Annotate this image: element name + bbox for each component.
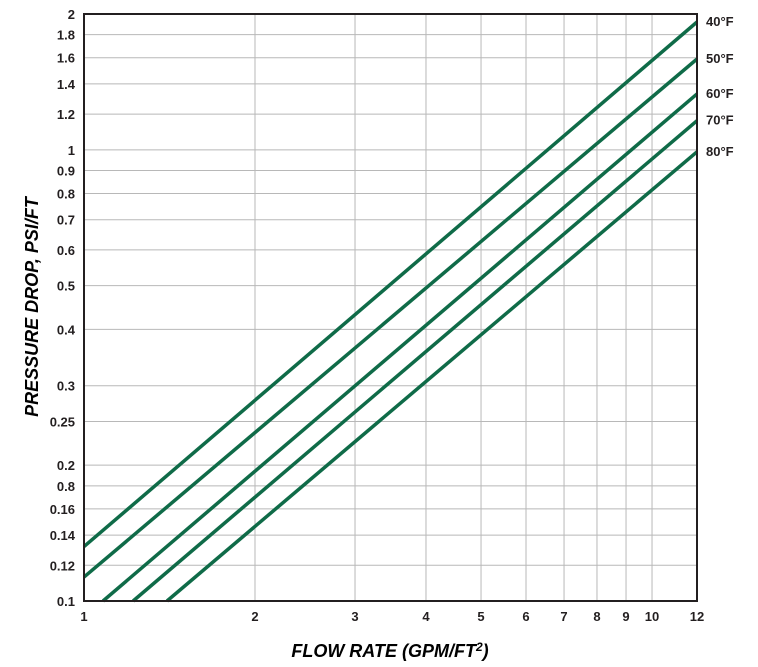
series-label: 50°F (706, 51, 734, 66)
x-tick-label: 9 (622, 609, 629, 624)
x-tick-label: 5 (477, 609, 484, 624)
y-tick-label: 0.8 (57, 187, 75, 202)
y-tick-label: 0.6 (57, 243, 75, 258)
y-tick-label: 0.9 (57, 163, 75, 178)
y-tick-label: 0.2 (57, 458, 75, 473)
y-tick-label: 0.8 (57, 479, 75, 494)
y-tick-label: 0.1 (57, 594, 75, 609)
y-tick-label: 0.7 (57, 213, 75, 228)
y-axis-ticks: 0.1 0.12 0.14 0.16 0.8 0.2 0.25 0.3 0.4 0.5 0.6 0.7… (50, 7, 76, 609)
y-tick-label: 0.12 (50, 558, 75, 573)
y-tick-label: 1.4 (57, 77, 76, 92)
series-line (101, 92, 699, 603)
y-tick-label: 1.6 (57, 51, 75, 66)
series-line (165, 150, 699, 603)
y-tick-label: 0.16 (50, 502, 75, 517)
x-tick-label: 12 (690, 609, 704, 624)
x-tick-label: 1 (80, 609, 87, 624)
x-tick-label: 8 (593, 609, 600, 624)
series-label: 70°F (706, 113, 734, 128)
y-tick-label: 0.25 (50, 414, 75, 429)
series-lines (82, 20, 699, 603)
series-label: 40°F (706, 14, 734, 29)
x-axis-title-suffix: ) (481, 641, 489, 661)
y-tick-label: 1.8 (57, 28, 75, 43)
series-labels: 40°F 50°F 60°F 70°F 80°F (706, 14, 734, 159)
x-tick-label: 7 (560, 609, 567, 624)
x-axis-title-superscript: 2 (475, 640, 483, 654)
series-line (82, 20, 699, 548)
x-axis-title-main: FLOW RATE (GPM/FT (291, 641, 478, 661)
y-tick-label: 1.2 (57, 107, 75, 122)
x-tick-label: 10 (645, 609, 659, 624)
y-tick-label: 0.14 (50, 528, 76, 543)
x-axis-ticks: 1 2 3 4 5 6 7 8 9 10 12 (80, 609, 704, 624)
x-tick-label: 3 (351, 609, 358, 624)
plot-frame (83, 13, 698, 602)
series-line (131, 119, 699, 603)
x-axis-title: FLOW RATE (GPM/FT2) (291, 640, 488, 661)
y-tick-label: 0.4 (57, 322, 76, 337)
y-axis-title: PRESSURE DROP, PSI/FT (22, 195, 42, 417)
series-label: 80°F (706, 144, 734, 159)
x-tick-label: 6 (522, 609, 529, 624)
y-tick-label: 2 (68, 7, 75, 22)
x-tick-label: 2 (251, 609, 258, 624)
y-tick-label: 1 (68, 143, 75, 158)
series-line (82, 57, 699, 579)
series-label: 60°F (706, 86, 734, 101)
y-tick-label: 0.3 (57, 379, 75, 394)
y-tick-label: 0.5 (57, 279, 75, 294)
x-tick-label: 4 (422, 609, 430, 624)
